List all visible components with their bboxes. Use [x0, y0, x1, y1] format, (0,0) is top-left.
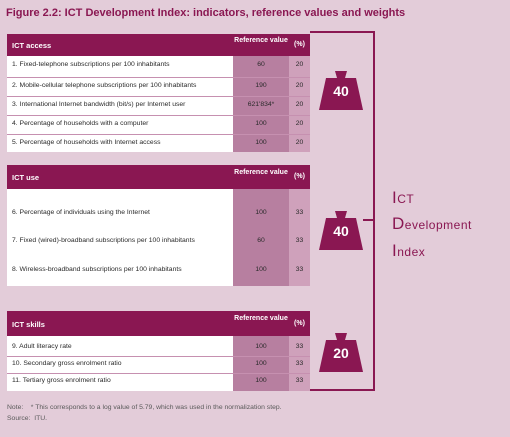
table-row: 4. Percentage of households with a compu… — [7, 115, 310, 133]
weight-percent: 33 — [295, 237, 304, 244]
weight-percent: 33 — [295, 266, 304, 273]
ict-skills-panel: ICT skills Reference value (%) 9. Adult … — [7, 311, 310, 391]
indicator-label: 6. Percentage of individuals using the I… — [12, 209, 150, 216]
index-rest: ndex — [397, 245, 426, 259]
reference-value: 190 — [255, 82, 267, 89]
table-row: 1. Fixed-telephone subscriptions per 100… — [7, 58, 310, 75]
reference-value-header: Reference value — [234, 315, 288, 322]
connector-access — [310, 31, 375, 33]
indicator-label: 8. Wireless-broadband subscriptions per … — [12, 266, 182, 273]
weight-percent: 20 — [295, 101, 304, 108]
reference-column — [233, 56, 289, 152]
reference-value: 100 — [255, 120, 267, 127]
panel-header: ICT use Reference value (%) — [7, 165, 310, 189]
indicator-label: 10. Secondary gross enrolment ratio — [12, 360, 122, 367]
reference-value: 100 — [255, 266, 267, 273]
indicator-label: 11. Tertiary gross enrolment ratio — [12, 377, 111, 384]
index-initial: I — [392, 241, 398, 260]
weight-percent: 33 — [295, 343, 304, 350]
index-label-line-1: ICT — [392, 188, 414, 208]
panel-header: ICT access Reference value (%) — [7, 34, 310, 56]
reference-column — [233, 189, 289, 286]
weight-percent: 33 — [295, 360, 304, 367]
reference-value: 100 — [255, 209, 267, 216]
reference-value: 100 — [255, 343, 267, 350]
indicator-label: 5. Percentage of households with Interne… — [12, 139, 161, 146]
percent-header: (%) — [294, 41, 305, 48]
reference-value: 60 — [257, 237, 265, 244]
reference-value: 60 — [257, 61, 265, 68]
reference-value: 100 — [255, 377, 267, 384]
ict-access-panel: ICT access Reference value (%) 1. Fixed-… — [7, 34, 310, 152]
table-row: 9. Adult literacy rate 100 33 — [7, 339, 310, 355]
reference-value: 100 — [255, 360, 267, 367]
weight-percent: 20 — [295, 120, 304, 127]
weight-icon — [319, 333, 363, 372]
panel-title: ICT skills — [12, 320, 45, 329]
indicator-label: 4. Percentage of households with a compu… — [12, 120, 149, 127]
weight-percent: 20 — [295, 139, 304, 146]
reference-value-header: Reference value — [234, 169, 288, 176]
weight-value: 40 — [333, 83, 349, 99]
reference-column — [233, 336, 289, 391]
index-label-line-3: Index — [392, 241, 425, 261]
connector-use — [363, 219, 375, 221]
percent-column — [289, 56, 310, 152]
source-note: Source: ITU. — [7, 415, 48, 422]
weight-skills: 20 — [318, 332, 364, 372]
table-row: 11. Tertiary gross enrolment ratio 100 3… — [7, 373, 310, 390]
weight-value: 20 — [333, 345, 349, 361]
ict-use-panel: ICT use Reference value (%) 6. Percentag… — [7, 165, 310, 286]
weight-icon — [319, 211, 363, 250]
weight-percent: 20 — [295, 61, 304, 68]
weight-value: 40 — [333, 223, 349, 239]
weight-access: 40 — [318, 70, 364, 110]
panel-title: ICT access — [12, 41, 52, 50]
connector-skills — [310, 389, 375, 391]
weight-percent: 33 — [295, 209, 304, 216]
figure-title: Figure 2.2: ICT Development Index: indic… — [6, 7, 406, 19]
weight-icon — [319, 71, 363, 110]
panel-header: ICT skills Reference value (%) — [7, 311, 310, 336]
index-initial: D — [392, 214, 405, 233]
weight-percent: 20 — [295, 82, 304, 89]
panel-title: ICT use — [12, 173, 40, 182]
percent-header: (%) — [294, 320, 305, 327]
indicator-label: 3. International Internet bandwidth (bit… — [12, 101, 186, 108]
table-row: 8. Wireless-broadband subscriptions per … — [7, 262, 310, 278]
indicator-label: 9. Adult literacy rate — [12, 343, 72, 350]
reference-value-header: Reference value — [234, 37, 288, 44]
percent-column — [289, 189, 310, 286]
indicator-label: 2. Mobile-cellular telephone subscriptio… — [12, 82, 197, 89]
table-row: 2. Mobile-cellular telephone subscriptio… — [7, 77, 310, 95]
percent-header: (%) — [294, 173, 305, 180]
table-row: 10. Secondary gross enrolment ratio 100 … — [7, 356, 310, 373]
index-rest: evelopment — [404, 218, 472, 232]
bracket-line — [373, 31, 375, 391]
indicator-label: 1. Fixed-telephone subscriptions per 100… — [12, 61, 170, 68]
reference-value: 621'834* — [247, 101, 275, 108]
table-row: 6. Percentage of individuals using the I… — [7, 205, 310, 221]
percent-column — [289, 336, 310, 391]
table-row: 5. Percentage of households with Interne… — [7, 134, 310, 152]
table-row: 3. International Internet bandwidth (bit… — [7, 96, 310, 114]
index-label-line-2: Development — [392, 214, 472, 234]
index-rest: CT — [397, 192, 415, 206]
reference-value: 100 — [255, 139, 267, 146]
weight-percent: 33 — [295, 377, 304, 384]
table-row: 7. Fixed (wired)-broadband subscriptions… — [7, 233, 310, 249]
weight-use: 40 — [318, 210, 364, 250]
index-initial: I — [392, 188, 398, 207]
footnote: Note: * This corresponds to a log value … — [7, 404, 282, 411]
indicator-label: 7. Fixed (wired)-broadband subscriptions… — [12, 237, 195, 244]
